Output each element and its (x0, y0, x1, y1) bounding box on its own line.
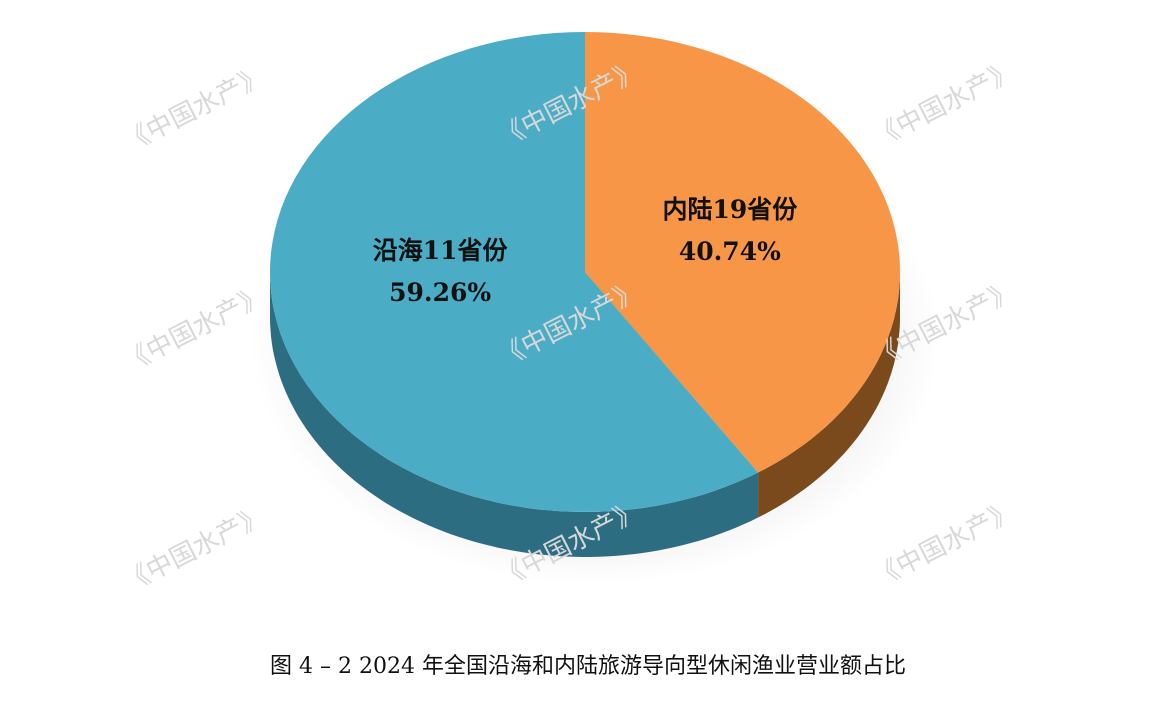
chart-title: 图 4 – 2 2024 年全国沿海和内陆旅游导向型休闲渔业营业额占比 (270, 654, 906, 679)
value-label: 40.74% (679, 237, 781, 266)
watermark: 《中国水产》 (868, 496, 1021, 594)
slice-label: 沿海11省份 (373, 236, 508, 265)
slice-label: 内陆19省份 (662, 195, 797, 224)
pie-side (758, 272, 900, 518)
watermark: 《中国水产》 (118, 61, 271, 159)
watermark: 《中国水产》 (118, 281, 271, 379)
pie-side (270, 272, 759, 557)
watermark: 《中国水产》 (118, 501, 271, 599)
value-label: 59.26% (389, 278, 491, 307)
pie: 沿海11省份 59.26% 内陆19省份 40.74% (270, 32, 900, 557)
watermark: 《中国水产》 (868, 56, 1021, 154)
pie-slice (585, 32, 900, 473)
pie-slice (270, 32, 759, 512)
